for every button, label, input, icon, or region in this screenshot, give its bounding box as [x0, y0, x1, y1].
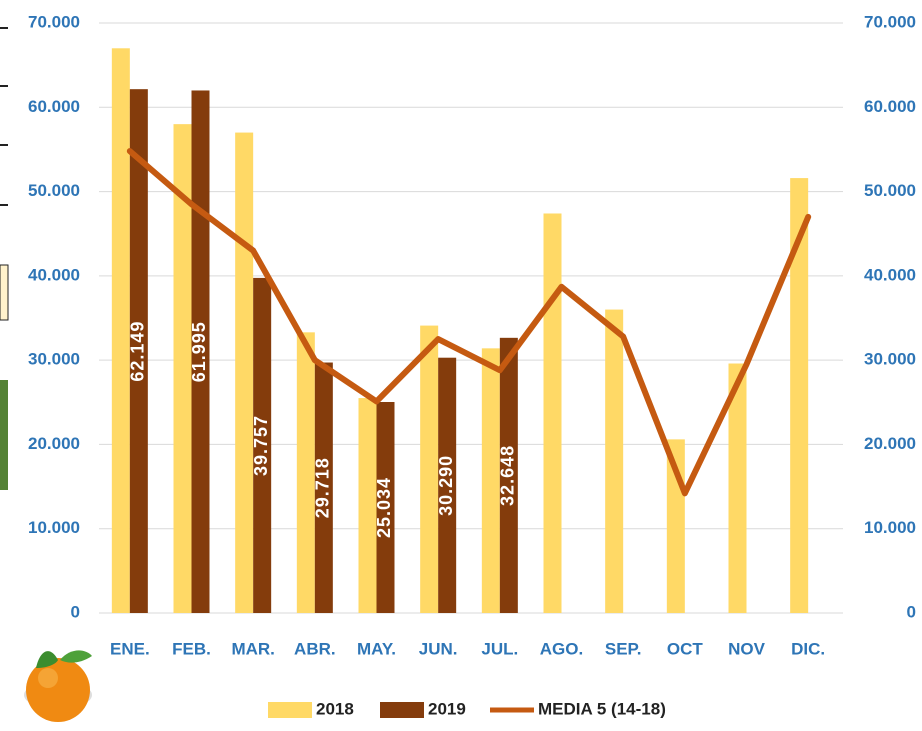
- x-tick-label: DIC.: [791, 639, 825, 658]
- data-label: 25.034: [374, 477, 394, 538]
- legend-label: 2019: [428, 699, 466, 718]
- y2-tick-label: 40.000: [864, 265, 916, 284]
- x-tick-label: OCT: [667, 639, 704, 658]
- bar: [544, 213, 562, 613]
- legend-label: 2018: [316, 699, 354, 718]
- x-tick-label: NOV: [728, 639, 766, 658]
- y-tick-label: 10.000: [28, 518, 80, 537]
- line: [130, 151, 808, 493]
- y2-tick-label: 70.000: [864, 12, 916, 31]
- bar: [235, 133, 253, 613]
- x-tick-label: FEB.: [172, 639, 211, 658]
- x-tick-label: JUN.: [419, 639, 458, 658]
- data-label: 30.290: [436, 455, 456, 516]
- x-tick-label: MAY.: [357, 639, 396, 658]
- x-tick-label: SEP.: [605, 639, 642, 658]
- x-tick-label: ABR.: [294, 639, 336, 658]
- y-tick-label: 50.000: [28, 181, 80, 200]
- y2-tick-label: 0: [907, 602, 916, 621]
- data-label: 32.648: [498, 445, 518, 506]
- x-tick-label: AGO.: [540, 639, 583, 658]
- y-tick-label: 30.000: [28, 350, 80, 369]
- y2-tick-label: 30.000: [864, 350, 916, 369]
- data-label: 62.149: [128, 321, 148, 382]
- data-label: 29.718: [313, 457, 333, 518]
- y2-tick-label: 20.000: [864, 434, 916, 453]
- x-tick-label: JUL.: [481, 639, 518, 658]
- y-tick-label: 0: [71, 602, 80, 621]
- y2-tick-label: 10.000: [864, 518, 916, 537]
- y2-tick-label: 60.000: [864, 97, 916, 116]
- chart: 0 10.000 20.000 30.000 40.000 50.000 60.000 70.…: [0, 0, 922, 731]
- y-tick-label: 20.000: [28, 434, 80, 453]
- orange-icon: [24, 650, 92, 722]
- legend-swatch: [380, 702, 424, 718]
- legend-swatch: [268, 702, 312, 718]
- y-tick-label: 70.000: [28, 12, 80, 31]
- data-label: 61.995: [189, 321, 209, 382]
- x-tick-label: MAR.: [231, 639, 274, 658]
- y-tick-label: 60.000: [28, 97, 80, 116]
- data-label: 39.757: [251, 415, 271, 476]
- left-edge-decoration: [0, 28, 8, 490]
- x-tick-label: ENE.: [110, 639, 150, 658]
- y2-tick-label: 50.000: [864, 181, 916, 200]
- legend-label: MEDIA 5 (14-18): [538, 699, 666, 718]
- y-tick-label: 40.000: [28, 265, 80, 284]
- bar: [605, 310, 623, 613]
